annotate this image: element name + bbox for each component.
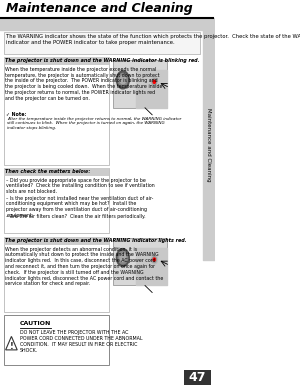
FancyBboxPatch shape [4, 32, 200, 54]
FancyBboxPatch shape [113, 60, 167, 108]
Ellipse shape [152, 256, 156, 263]
Text: When the projector detects an abnormal condition, it is
automatically shut down : When the projector detects an abnormal c… [5, 246, 164, 286]
Text: Maintenance and Cleaning: Maintenance and Cleaning [206, 108, 211, 182]
Ellipse shape [153, 80, 155, 83]
Text: When the temperature inside the projector exceeds the normal
temperature, the pr: When the temperature inside the projecto… [5, 67, 163, 101]
Text: – Did you provide appropriate space for the projector to be
ventilated?  Check t: – Did you provide appropriate space for … [6, 178, 155, 194]
Ellipse shape [152, 79, 156, 85]
Text: – Is the projector not installed near the ventilation duct of air-
conditioning : – Is the projector not installed near th… [6, 196, 154, 218]
Ellipse shape [116, 71, 129, 89]
FancyBboxPatch shape [4, 57, 109, 165]
Text: 47: 47 [188, 371, 206, 385]
Text: After the temperature inside the projector returns to normal, the WARNING indica: After the temperature inside the project… [7, 117, 181, 130]
Text: The projector is shut down and the WARNING indicator lights red.: The projector is shut down and the WARNI… [5, 237, 187, 242]
Ellipse shape [151, 255, 158, 264]
Text: The projector is shut down and the WARNING indicator is blinking red.: The projector is shut down and the WARNI… [5, 58, 200, 63]
Text: CAUTION: CAUTION [20, 321, 51, 326]
Ellipse shape [118, 73, 128, 87]
FancyBboxPatch shape [4, 168, 109, 176]
Ellipse shape [116, 249, 129, 267]
Text: Then check the matters below:: Then check the matters below: [5, 169, 90, 174]
Ellipse shape [120, 253, 126, 262]
FancyBboxPatch shape [4, 315, 109, 365]
FancyBboxPatch shape [4, 237, 109, 244]
FancyBboxPatch shape [4, 168, 109, 232]
Text: – Are the air filters clean?  Clean the air filters periodically.: – Are the air filters clean? Clean the a… [6, 214, 146, 218]
Ellipse shape [153, 258, 155, 261]
FancyBboxPatch shape [4, 237, 109, 312]
Text: Maintenance and Cleaning: Maintenance and Cleaning [6, 2, 193, 15]
Ellipse shape [118, 251, 128, 264]
Ellipse shape [120, 76, 126, 84]
FancyBboxPatch shape [184, 371, 211, 385]
Text: ✓ Note:: ✓ Note: [6, 112, 26, 117]
Text: DO NOT LEAVE THE PROJECTOR WITH THE AC
POWER CORD CONNECTED UNDER THE ABNORMAL
C: DO NOT LEAVE THE PROJECTOR WITH THE AC P… [20, 331, 142, 353]
Text: The WARNING indicator shows the state of the function which protects the project: The WARNING indicator shows the state of… [6, 34, 300, 45]
Ellipse shape [151, 77, 158, 87]
FancyBboxPatch shape [113, 237, 167, 286]
FancyBboxPatch shape [4, 57, 109, 65]
Text: !: ! [10, 342, 14, 351]
